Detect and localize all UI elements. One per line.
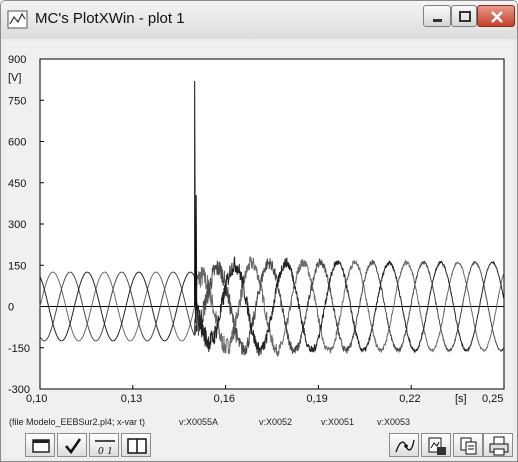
minimize-icon [433, 19, 442, 22]
plot-client-area: 900 750 600 450 300 150 0 -150 -300 0,10 0,13 0,16… [5, 41, 513, 458]
x-tick-label: 0,22 [399, 393, 420, 405]
y-tick-label: -300 [8, 384, 30, 396]
fault-spike [194, 80, 198, 332]
file-info: (file Modelo_EEBSur2.pl4; x-var t) [9, 417, 146, 427]
svg-text:1: 1 [107, 445, 113, 457]
print-button[interactable] [483, 433, 513, 457]
minimize-button[interactable] [423, 5, 451, 27]
window-title: MC's PlotXWin - plot 1 [35, 10, 185, 27]
plot-window-icon [7, 10, 28, 29]
y-axis-label: [V] [8, 72, 21, 84]
y-axis-ticks: 900 750 600 450 300 150 0 -150 -300 [8, 54, 44, 396]
svg-text:0: 0 [98, 445, 104, 457]
maximize-button[interactable] [451, 5, 477, 27]
split-view-button[interactable] [121, 433, 151, 457]
curve-cursor-icon [395, 439, 415, 453]
plot-frame [39, 58, 505, 390]
status-line: (file Modelo_EEBSur2.pl4; x-var t) v:X00… [9, 417, 513, 431]
variable-label: v:X0055A [179, 417, 219, 427]
series-line [39, 255, 505, 357]
series-line [39, 258, 505, 356]
cursor-button[interactable] [389, 433, 419, 457]
maximize-icon [459, 11, 471, 22]
variable-label: v:X0051 [321, 417, 355, 427]
x-axis-label: [s] [455, 393, 467, 405]
close-icon [491, 11, 503, 23]
save-image-button[interactable] [421, 433, 451, 457]
copy-button[interactable] [453, 433, 483, 457]
window-icon [32, 439, 50, 453]
x-tick-label: 0,10 [26, 393, 47, 405]
print-icon [489, 436, 509, 456]
variable-label: v:X0052 [259, 417, 293, 427]
checkmark-icon [65, 438, 82, 455]
x-tick-label: 0,13 [121, 393, 142, 405]
x-tick-label: 0,16 [214, 393, 235, 405]
y-tick-label: 900 [8, 54, 26, 66]
y-tick-label: 750 [8, 95, 26, 107]
x-axis-ticks: 0,10 0,13 0,16 0,19 0,22 0,25 [26, 385, 505, 405]
close-button[interactable] [477, 5, 515, 27]
y-tick-label: 150 [8, 260, 26, 272]
x-tick-label: 0,25 [482, 393, 503, 405]
voltage-series [39, 80, 505, 357]
y-tick-label: 600 [8, 137, 26, 149]
copy-icon [460, 437, 477, 455]
y-tick-label: 450 [8, 178, 26, 190]
y-tick-label: 300 [8, 219, 26, 231]
ok-button[interactable] [57, 433, 87, 457]
y-tick-label: 0 [8, 302, 14, 314]
x-tick-label: 0,19 [306, 393, 327, 405]
plot-canvas[interactable]: 900 750 600 450 300 150 0 -150 -300 0,10 0,13 0,16… [5, 41, 513, 419]
title-bar[interactable]: MC's PlotXWin - plot 1 [1, 1, 517, 39]
variable-label: v:X0053 [377, 417, 411, 427]
series-line [39, 256, 505, 357]
window-button[interactable] [25, 433, 55, 457]
split-view-icon [127, 438, 147, 454]
save-image-icon [428, 437, 446, 455]
y-tick-label: -150 [8, 343, 30, 355]
